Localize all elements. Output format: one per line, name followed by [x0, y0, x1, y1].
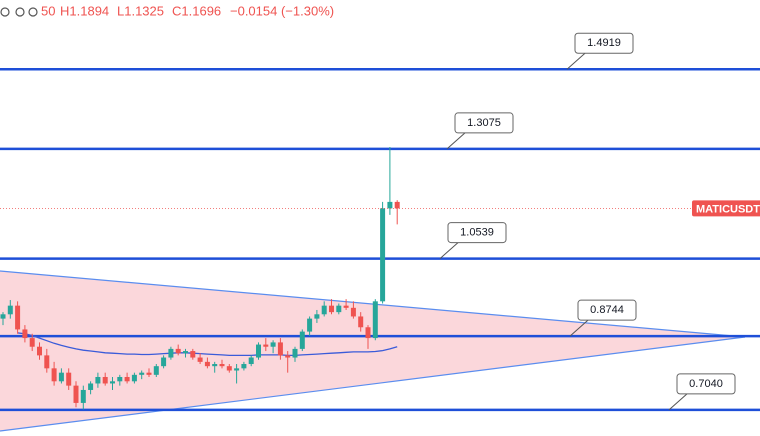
candle-body [285, 355, 291, 358]
candle-body [80, 389, 86, 403]
candle-body [161, 357, 167, 367]
candle-body [307, 318, 313, 332]
symbol-label: MATICUSDT [696, 203, 760, 215]
candle-body [7, 305, 13, 315]
callout-pointer [569, 319, 589, 337]
candle-body [365, 327, 371, 339]
candle-body [241, 364, 247, 369]
candle-body [117, 376, 123, 382]
candle-body [270, 342, 276, 347]
callout-box [676, 373, 736, 395]
candle-body [88, 383, 94, 390]
callout-box [454, 112, 514, 134]
candle-body [372, 301, 378, 339]
candle-body [204, 361, 210, 367]
candle-body [387, 201, 393, 209]
candle-body [277, 342, 283, 356]
candle-body [336, 305, 342, 313]
more-icon[interactable] [28, 7, 38, 17]
candle-body [0, 314, 6, 319]
settings-icon[interactable] [15, 7, 25, 17]
callout-pointer [446, 132, 466, 150]
candle-body [29, 338, 35, 347]
close-value: C1.1696 [172, 3, 221, 18]
callout-box [447, 222, 507, 244]
callout-pointer [668, 393, 688, 411]
candle-body [124, 376, 130, 382]
candle-body [314, 314, 320, 319]
high-value: H1.1894 [60, 3, 109, 18]
candle-body [175, 348, 181, 354]
candle-body [299, 331, 305, 349]
candle-body [394, 201, 400, 209]
candle-body [183, 351, 188, 354]
candle-body [190, 351, 196, 358]
candle-body [226, 366, 232, 371]
candle-body [44, 355, 50, 369]
candle-body [153, 366, 159, 375]
candle-body [212, 364, 218, 367]
candle-body [146, 372, 152, 375]
eye-icon[interactable] [0, 7, 10, 17]
candle-body [380, 208, 386, 302]
trendline-upper [0, 270, 746, 338]
callout-box [577, 299, 637, 321]
candle-body [95, 376, 101, 384]
candle-body [292, 348, 298, 358]
plot-area: 1.4919 1.3075 1.0539 0.8744 0.7040 MATICUSDT [0, 32, 760, 412]
level-label: 0.7040 [689, 378, 723, 390]
level-label: 1.3075 [467, 117, 501, 129]
trendline-lower [0, 336, 746, 432]
level-label: 0.8744 [590, 304, 624, 316]
candle-body [197, 357, 203, 362]
callout-pointer [439, 242, 459, 259]
candle-body [256, 344, 261, 358]
symbol-tag [692, 200, 760, 217]
candle-body [168, 348, 174, 358]
candle-body [73, 385, 79, 403]
candle-body [234, 368, 240, 371]
candle-body [22, 329, 28, 339]
open-value: 50 [41, 3, 55, 18]
candle-body [51, 368, 57, 382]
level-label: 1.0539 [460, 226, 494, 238]
candle-body [58, 372, 64, 382]
low-value: L1.1325 [117, 3, 164, 18]
candle-body [321, 305, 327, 315]
candle-body [343, 305, 349, 308]
legend-icons [0, 7, 38, 17]
candle-body [350, 307, 356, 317]
candle-body [358, 316, 364, 328]
triangle-pattern [0, 271, 745, 431]
candle-body [37, 346, 42, 356]
level-label: 1.4919 [587, 37, 621, 49]
candle-body [66, 372, 72, 386]
candle-body [219, 364, 225, 367]
moving-average [17, 332, 398, 357]
candle-body [248, 357, 254, 365]
callout-box [574, 32, 634, 54]
candle-body [110, 381, 115, 384]
candle-body [139, 372, 145, 375]
candle-body [329, 305, 334, 313]
candle-body [131, 374, 137, 382]
candle-body [263, 344, 269, 347]
candle-body [15, 305, 21, 330]
change-value: −0.0154 (−1.30%) [230, 3, 334, 18]
candle-body [102, 376, 108, 384]
callout-pointer [566, 52, 586, 70]
